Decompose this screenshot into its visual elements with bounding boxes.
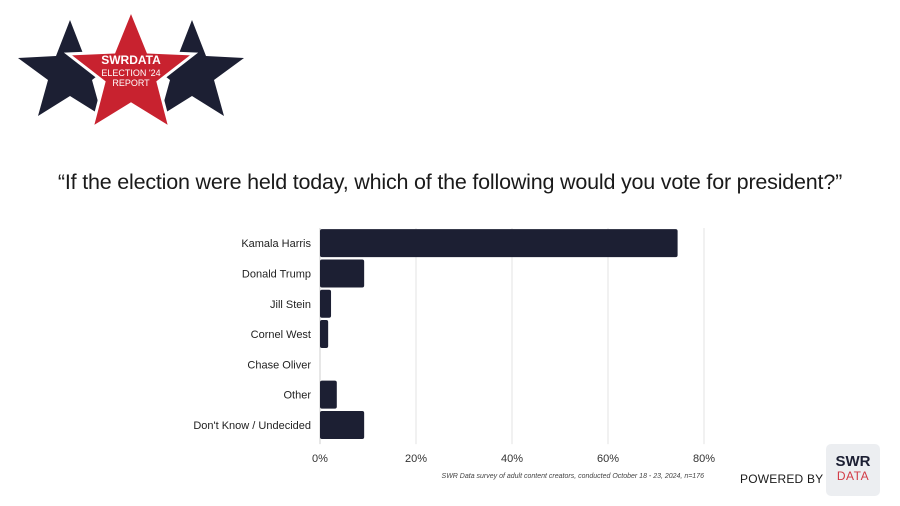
category-label: Jill Stein — [270, 299, 311, 311]
chart-category-labels: Kamala Harris Donald Trump Jill Stein Corne… — [193, 238, 311, 432]
survey-footnote: SWR Data survey of adult content creator… — [441, 473, 704, 480]
badge-top-text: SWR — [835, 453, 871, 470]
badge-bottom-text: DATA — [836, 469, 870, 483]
chart-x-ticks: 0% 20% 40% 60% 80% — [312, 453, 715, 465]
swrdata-election-logo: SWRDATA ELECTION '24 REPORT — [18, 6, 244, 132]
bar — [320, 229, 678, 258]
bar — [320, 259, 365, 288]
x-tick-label: 0% — [312, 453, 328, 465]
logo-star-center — [63, 6, 199, 132]
swr-data-badge: SWR DATA — [826, 444, 880, 496]
category-label: Donald Trump — [242, 268, 311, 280]
chart-gridlines — [319, 228, 705, 445]
logo-line1: SWRDATA — [101, 53, 161, 67]
category-label: Don't Know / Undecided — [193, 420, 311, 432]
survey-question: “If the election were held today, which … — [57, 170, 843, 194]
x-tick-label: 60% — [597, 453, 619, 465]
x-tick-label: 80% — [693, 453, 715, 465]
category-label: Chase Oliver — [247, 359, 311, 371]
bar — [320, 320, 329, 349]
logo-line2: ELECTION '24 — [101, 68, 160, 78]
logo-star-right — [142, 20, 244, 116]
category-label: Kamala Harris — [241, 238, 311, 250]
logo-line3: REPORT — [112, 78, 150, 88]
chart-bars — [320, 229, 678, 439]
category-label: Cornel West — [251, 329, 311, 341]
bar — [320, 410, 365, 439]
category-label: Other — [283, 390, 311, 402]
bar — [320, 380, 337, 409]
x-tick-label: 20% — [405, 453, 427, 465]
powered-by-label: POWERED BY — [740, 472, 824, 486]
x-tick-label: 40% — [501, 453, 523, 465]
bar — [320, 289, 332, 318]
logo-star-left — [18, 20, 120, 116]
